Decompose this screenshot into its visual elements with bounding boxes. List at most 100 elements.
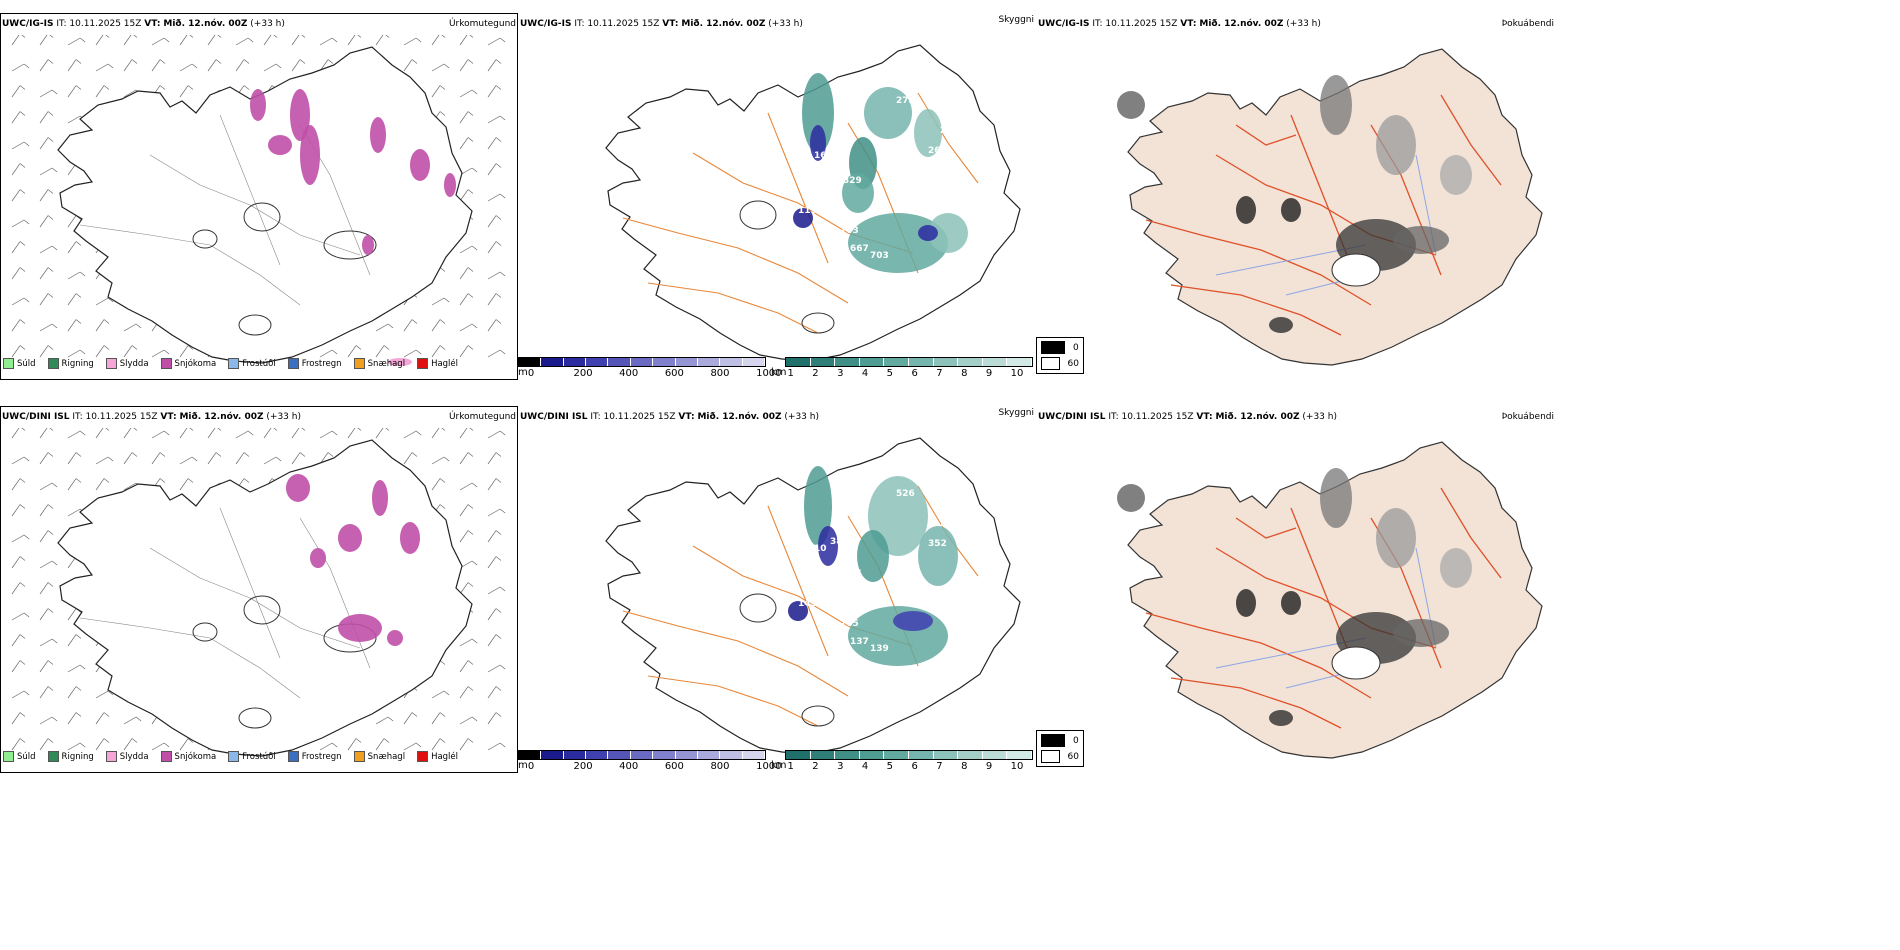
wind-barb (459, 111, 474, 124)
wind-barb (179, 63, 198, 72)
road-line (149, 547, 361, 649)
road-line (219, 507, 281, 659)
model-name: UWC/IG-IS (2, 19, 54, 29)
fog-area (1236, 196, 1256, 224)
visibility-value-label: 275 (896, 96, 915, 106)
colorbar-tick: 800 (710, 761, 730, 772)
wind-barb (431, 345, 446, 358)
wind-barb (487, 530, 502, 543)
wind-barb (431, 63, 450, 72)
wind-barb (487, 586, 506, 595)
wind-barb (459, 35, 474, 46)
vt-time: Mið. 12.nóv. 00Z (681, 19, 766, 29)
wind-barb (11, 534, 30, 543)
wind-barb (11, 504, 26, 517)
wind-barb (207, 35, 222, 46)
legend-label: Snjókoma (174, 358, 217, 369)
wind-barb (67, 349, 86, 358)
it-time: 10.11.2025 15Z (69, 19, 142, 29)
wind-barb (375, 428, 390, 439)
legend-swatch (228, 358, 240, 369)
precip-type-legend: Súld Rigning Slydda Snjókoma Frostúði Frostre… (3, 358, 466, 369)
legend-item-5: Frostregn (287, 751, 342, 762)
wind-barb (11, 141, 30, 150)
panel-name: Þokuábendi (1501, 412, 1554, 422)
wind-barb (11, 163, 26, 176)
wind-barb (375, 738, 390, 751)
colorbar-tick: 4 (861, 368, 869, 379)
wind-barb (39, 137, 54, 150)
wind-barb (11, 319, 26, 332)
wind-barb (431, 85, 446, 98)
colorbar-cell (908, 751, 934, 759)
legend-swatch (417, 358, 429, 369)
legend-item-0: Súld (3, 358, 36, 369)
wind-barb (431, 35, 446, 46)
wind-barb (487, 85, 502, 98)
road-line (219, 114, 281, 266)
wind-barb (67, 319, 82, 332)
colorbar-cell (859, 358, 885, 366)
wind-barb (39, 89, 58, 98)
colorbar-tick: 6 (911, 761, 918, 772)
legend-swatch (105, 751, 117, 762)
visibility-area (864, 87, 912, 139)
glacier-outline (192, 622, 218, 642)
legend-item-6: Snæhagl (353, 751, 405, 762)
legend-item-1: Rigning (47, 751, 94, 762)
vt-time: Mið. 12.nóv. 00Z (1215, 412, 1300, 422)
snow-area (400, 522, 420, 554)
road-line (767, 505, 829, 657)
model-name: UWC/IG-IS (520, 19, 572, 29)
snow-area (300, 125, 320, 185)
visibility-value-label: 139 (870, 644, 889, 654)
wind-barb (459, 245, 478, 254)
road-line (647, 675, 819, 727)
wind-barb (459, 59, 474, 72)
wind-barb (151, 349, 170, 358)
glacier-outline (1331, 646, 1381, 680)
wind-barb (11, 111, 26, 124)
wind-barb (11, 63, 30, 72)
wind-barb (375, 716, 394, 725)
visibility-m-colorbar: m 0 200 400 600 800 1000 (518, 357, 782, 379)
wind-barb (459, 582, 474, 595)
wind-barb (263, 428, 278, 439)
colorbar-cell (835, 751, 860, 759)
wind-barb (67, 241, 82, 254)
panel-name: Úrkomutegund (448, 19, 516, 29)
wind-barb (67, 664, 86, 673)
panel-title: UWC/IG-IS IT: 10.11.2025 15Z VT: Mið. 12… (1036, 13, 1556, 29)
wind-barb (487, 664, 506, 673)
wind-barb (487, 686, 502, 699)
precip-type-legend: Súld Rigning Slydda Snjókoma Frostúði Frostre… (3, 751, 466, 762)
wind-barb (179, 428, 194, 439)
glacier-outline (238, 314, 272, 336)
wind-barb (11, 219, 30, 228)
colorbar-tick: 2 (812, 761, 819, 772)
colorbar-cell (608, 358, 631, 366)
fog-index-map (1117, 48, 1543, 366)
lead-time: (+33 h) (266, 412, 301, 422)
wind-barb (179, 738, 194, 751)
colorbar-cell (1007, 358, 1032, 366)
lead-time: (+33 h) (784, 412, 819, 422)
wind-barb (375, 323, 394, 332)
wind-barb (11, 241, 26, 254)
road-line (622, 610, 849, 697)
vt-label: VT: (678, 412, 695, 422)
colorbar-cell (933, 358, 959, 366)
colorbar-tick: 1 (787, 368, 794, 379)
legend-swatch (228, 751, 240, 762)
wind-barb (39, 35, 54, 46)
wind-barb (39, 428, 54, 439)
wind-barb (319, 37, 338, 46)
visibility-area (928, 213, 968, 253)
fog-legend: 0 60 (1036, 337, 1084, 374)
legend-label: Slydda (119, 751, 149, 762)
wind-barb (375, 345, 390, 358)
road-line (1235, 517, 1297, 539)
wind-barb (347, 345, 362, 358)
it-label: IT: (72, 412, 83, 422)
